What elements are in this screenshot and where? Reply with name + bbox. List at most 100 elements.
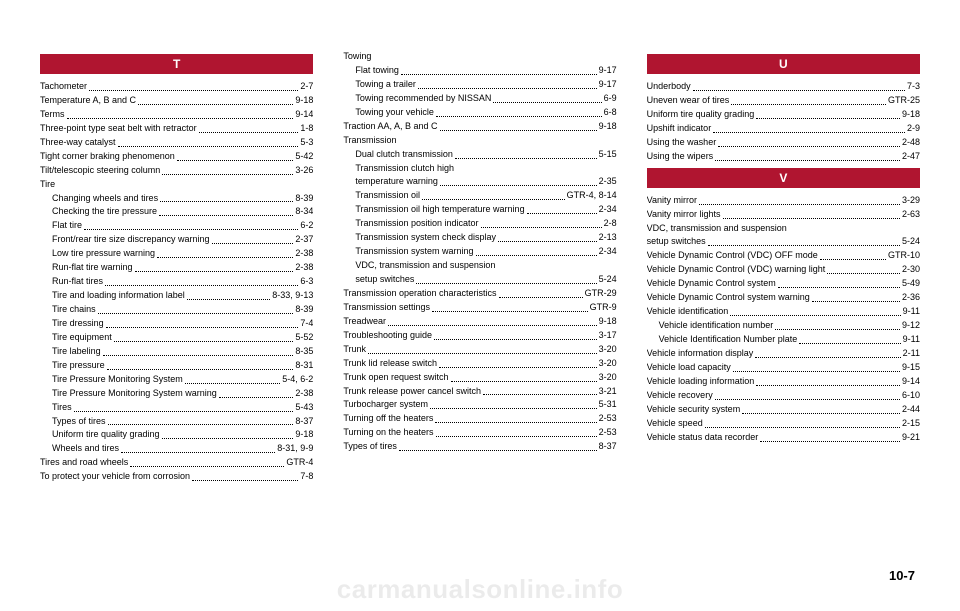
entry-label: Towing your vehicle — [355, 106, 434, 120]
entry-page-ref: 9-11 — [903, 333, 920, 347]
leader-dots — [162, 174, 293, 175]
entry-label: Turning off the heaters — [343, 412, 433, 426]
entry-page-ref: 7-8 — [300, 470, 313, 484]
entry-label: setup switches — [647, 235, 706, 249]
leader-dots — [812, 301, 900, 302]
leader-dots — [98, 313, 294, 314]
leader-dots — [108, 424, 294, 425]
entry-page-ref: 9-14 — [295, 108, 313, 122]
leader-dots — [742, 413, 900, 414]
page-number: 10-7 — [889, 568, 915, 583]
entry-label: Vehicle identification — [647, 305, 729, 319]
index-entry: Upshift indicator2-9 — [647, 122, 920, 136]
index-entry: Three-way catalyst5-3 — [40, 136, 313, 150]
leader-dots — [436, 436, 597, 437]
leader-dots — [440, 185, 597, 186]
index-entry: Vehicle speed2-15 — [647, 417, 920, 431]
entry-label: Vehicle Dynamic Control (VDC) warning li… — [647, 263, 826, 277]
leader-dots — [118, 146, 299, 147]
entry-label: Tachometer — [40, 80, 87, 94]
entry-page-ref: 1-8 — [300, 122, 313, 136]
leader-dots — [756, 118, 900, 119]
index-entry: Vehicle Dynamic Control system5-49 — [647, 277, 920, 291]
leader-dots — [368, 353, 597, 354]
index-entry: Using the wipers2-47 — [647, 150, 920, 164]
index-entry: Low tire pressure warning2-38 — [40, 247, 313, 261]
entry-page-ref: 9-15 — [902, 361, 920, 375]
entry-label: Low tire pressure warning — [52, 247, 155, 261]
leader-dots — [756, 385, 900, 386]
index-entry: Run-flat tire warning2-38 — [40, 261, 313, 275]
index-entry: Towing a trailer9-17 — [343, 78, 616, 92]
index-entry: Three-point type seat belt with retracto… — [40, 122, 313, 136]
entry-page-ref: 2-38 — [295, 261, 313, 275]
entry-label: Temperature A, B and C — [40, 94, 136, 108]
leader-dots — [177, 160, 294, 161]
leader-dots — [157, 257, 293, 258]
entry-label: Tire and loading information label — [52, 289, 185, 303]
index-entry: Terms9-14 — [40, 108, 313, 122]
index-entry: Transmission system check display2-13 — [343, 231, 616, 245]
leader-dots — [778, 287, 900, 288]
index-entry: Using the washer 2-48 — [647, 136, 920, 150]
index-entry: Tire dressing7-4 — [40, 317, 313, 331]
entry-page-ref: 5-24 — [599, 273, 617, 287]
entry-label: Vehicle Identification Number plate — [659, 333, 798, 347]
index-entry: Vehicle identification9-11 — [647, 305, 920, 319]
entry-label: Tire labeling — [52, 345, 101, 359]
entry-label: Tire Pressure Monitoring System warning — [52, 387, 217, 401]
index-entry: Transmission clutch high — [343, 162, 616, 176]
index-entry: Vehicle Dynamic Control system warning2-… — [647, 291, 920, 305]
entry-label: Transmission position indicator — [355, 217, 478, 231]
leader-dots — [723, 218, 900, 219]
leader-dots — [499, 297, 583, 298]
index-entry: Transmission settingsGTR-9 — [343, 301, 616, 315]
entry-page-ref: 8-39 — [295, 192, 313, 206]
index-entry: To protect your vehicle from corrosion7-… — [40, 470, 313, 484]
entry-label: Wheels and tires — [52, 442, 119, 456]
entry-page-ref: GTR-29 — [585, 287, 617, 301]
entry-page-ref: 2-8 — [604, 217, 617, 231]
index-entry: Treadwear9-18 — [343, 315, 616, 329]
entry-label: Uniform tire quality grading — [647, 108, 755, 122]
leader-dots — [187, 299, 271, 300]
index-entry: Vehicle load capacity9-15 — [647, 361, 920, 375]
index-entry: Turning off the heaters2-53 — [343, 412, 616, 426]
entry-page-ref: 9-18 — [295, 428, 313, 442]
entry-page-ref: 7-4 — [300, 317, 313, 331]
leader-dots — [401, 74, 597, 75]
entry-page-ref: 2-34 — [599, 245, 617, 259]
entry-label: setup switches — [355, 273, 414, 287]
index-entry: Uneven wear of tiresGTR-25 — [647, 94, 920, 108]
entry-label: Uneven wear of tires — [647, 94, 730, 108]
entry-page-ref: 2-48 — [902, 136, 920, 150]
entry-label: Tire pressure — [52, 359, 105, 373]
leader-dots — [135, 271, 294, 272]
index-entry: Trunk lid release switch3-20 — [343, 357, 616, 371]
entry-page-ref: 3-20 — [599, 343, 617, 357]
entry-page-ref: 6-8 — [604, 106, 617, 120]
leader-dots — [440, 130, 597, 131]
entry-page-ref: 9-18 — [599, 120, 617, 134]
entry-label: Using the washer — [647, 136, 717, 150]
index-entry: Temperature A, B and C9-18 — [40, 94, 313, 108]
leader-dots — [162, 438, 294, 439]
entry-page-ref: 5-43 — [295, 401, 313, 415]
entry-page-ref: 8-35 — [295, 345, 313, 359]
index-entry: Tire Pressure Monitoring System5-4, 6-2 — [40, 373, 313, 387]
index-entry: Trunk release power cancel switch3-21 — [343, 385, 616, 399]
entry-page-ref: 5-24 — [902, 235, 920, 249]
entry-page-ref: 5-3 — [300, 136, 313, 150]
entry-label: Vehicle identification number — [659, 319, 774, 333]
index-entry: Vehicle Dynamic Control (VDC) OFF modeGT… — [647, 249, 920, 263]
entry-page-ref: 8-31, 9-9 — [277, 442, 313, 456]
index-entry: Tight corner braking phenomenon5-42 — [40, 150, 313, 164]
entry-page-ref: 3-17 — [599, 329, 617, 343]
index-entry: VDC, transmission and suspension — [647, 222, 920, 236]
entry-label: Tight corner braking phenomenon — [40, 150, 175, 164]
entry-page-ref: 2-34 — [599, 203, 617, 217]
index-entry: Transmission operation characteristicsGT… — [343, 287, 616, 301]
index-entry: Types of tires8-37 — [343, 440, 616, 454]
index-entry: Turbocharger system5-31 — [343, 398, 616, 412]
entry-page-ref: 6-3 — [300, 275, 313, 289]
